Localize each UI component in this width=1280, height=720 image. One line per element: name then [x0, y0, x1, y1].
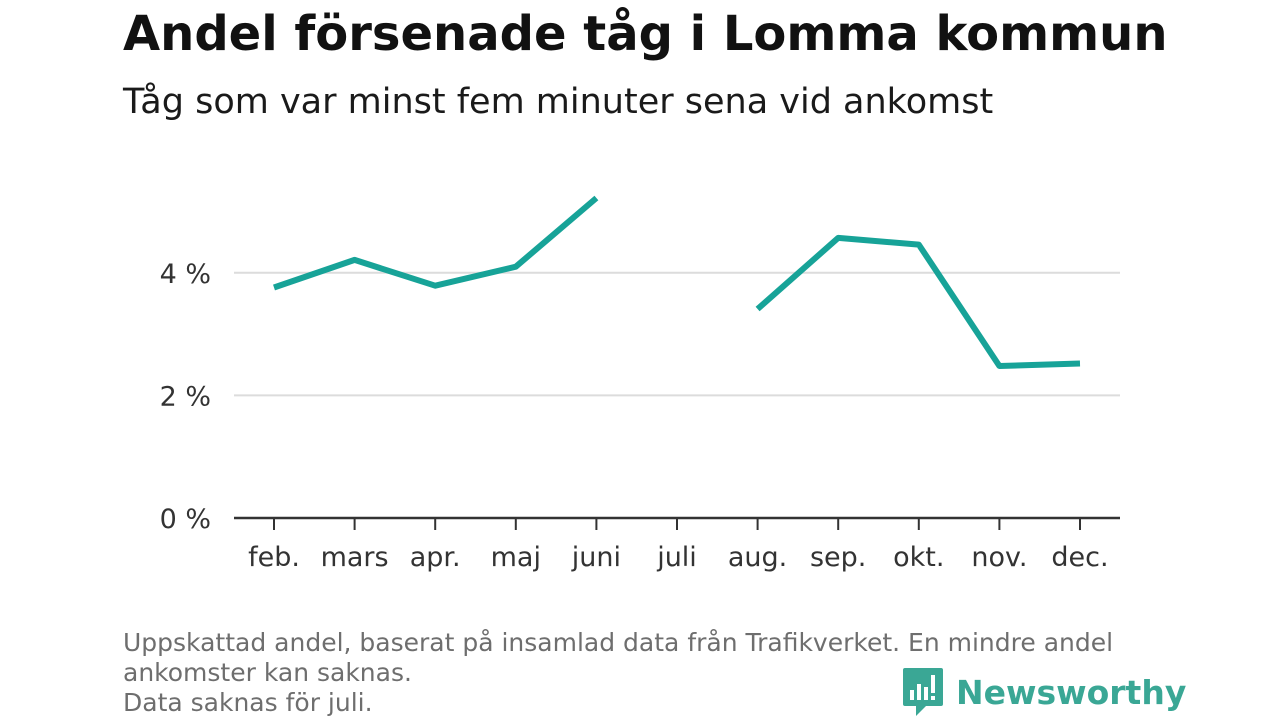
y-axis-tick-labels: 0 % 2 % 4 %: [160, 259, 211, 535]
x-tick-label: juni: [571, 542, 621, 573]
x-tick-label: aug.: [728, 542, 787, 573]
y-tick-label: 4 %: [160, 259, 211, 290]
brand-name: Newsworthy: [956, 672, 1187, 712]
footnote-line: Uppskattad andel, baserat på insamlad da…: [123, 628, 1114, 657]
y-tick-label: 0 %: [160, 504, 211, 535]
series-line-segment: [755, 234, 1081, 369]
x-tick-label: nov.: [971, 542, 1027, 573]
x-tick-label: dec.: [1051, 542, 1108, 573]
newsworthy-logo-icon: [903, 668, 943, 716]
series-lines: [273, 195, 1081, 369]
x-tick-label: maj: [491, 542, 541, 573]
series-line-segment: [273, 195, 599, 291]
x-tick-label: feb.: [248, 542, 300, 573]
chart-title: Andel försenade tåg i Lomma kommun: [123, 6, 1168, 62]
grid-lines: [234, 271, 1120, 397]
x-tick-label: mars: [321, 542, 389, 573]
x-tick-label: sep.: [810, 542, 866, 573]
footnote: Uppskattad andel, baserat på insamlad da…: [123, 628, 1163, 718]
x-tick-label: apr.: [410, 542, 461, 573]
x-tick-label: okt.: [893, 542, 944, 573]
x-tick-label: juli: [656, 542, 697, 573]
footnote-line: Data saknas för juli.: [123, 688, 373, 717]
footnote-line: ankomster kan saknas.: [123, 658, 412, 687]
y-tick-label: 2 %: [160, 381, 211, 412]
chart-subtitle: Tåg som var minst fem minuter sena vid a…: [123, 82, 994, 122]
x-axis: feb. mars apr. maj juni juli aug. sep. okt. nov. d…: [234, 516, 1120, 573]
brand: Newsworthy: [902, 666, 1186, 718]
